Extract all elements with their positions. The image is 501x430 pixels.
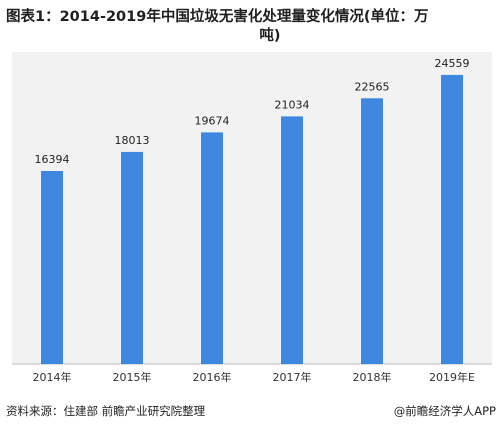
value-label-2015年: 18013: [115, 134, 150, 147]
chart-title-line1: 图表1：2014-2019年中国垃圾无害化处理量变化情况(单位：万: [6, 9, 429, 25]
value-label-2018年: 22565: [355, 80, 390, 93]
bar-2019年E: [441, 74, 463, 365]
bar-2014年: [41, 171, 63, 364]
bars-group: [41, 74, 463, 365]
value-label-2014年: 16394: [35, 153, 70, 166]
value-label-2019年E: 24559: [435, 57, 470, 70]
value-label-2017年: 21034: [275, 98, 310, 111]
x-tick-label-2018年: 2018年: [353, 370, 392, 384]
bar-2015年: [121, 151, 143, 364]
x-tick-label-2015年: 2015年: [113, 370, 152, 384]
brand-watermark-text: @前瞻经济学人APP: [393, 404, 496, 418]
x-tick-labels-group: 2014年 2015年 2016年 2017年 2018年 2019年E: [33, 370, 476, 384]
bar-2018年: [361, 98, 383, 365]
chart-title-line2: 吨): [259, 28, 281, 44]
x-tick-label-2016年: 2016年: [193, 370, 232, 384]
x-tick-label-2014年: 2014年: [33, 370, 72, 384]
bar-2017年: [281, 116, 303, 365]
x-tick-label-2017年: 2017年: [273, 370, 312, 384]
x-tick-label-2019年E: 2019年E: [429, 370, 475, 384]
plot-background: [12, 52, 492, 364]
bar-2016年: [201, 132, 223, 364]
footer: 资料来源：住建部 前瞻产业研究院整理 @前瞻经济学人APP: [6, 403, 496, 419]
chart-title: 图表1：2014-2019年中国垃圾无害化处理量变化情况(单位：万 吨): [6, 8, 496, 46]
value-labels-group: 16394 18013 19674 21034 22565 24559: [35, 57, 470, 166]
source-note: 资料来源：住建部 前瞻产业研究院整理: [6, 404, 206, 418]
value-label-2016年: 19674: [195, 114, 230, 127]
